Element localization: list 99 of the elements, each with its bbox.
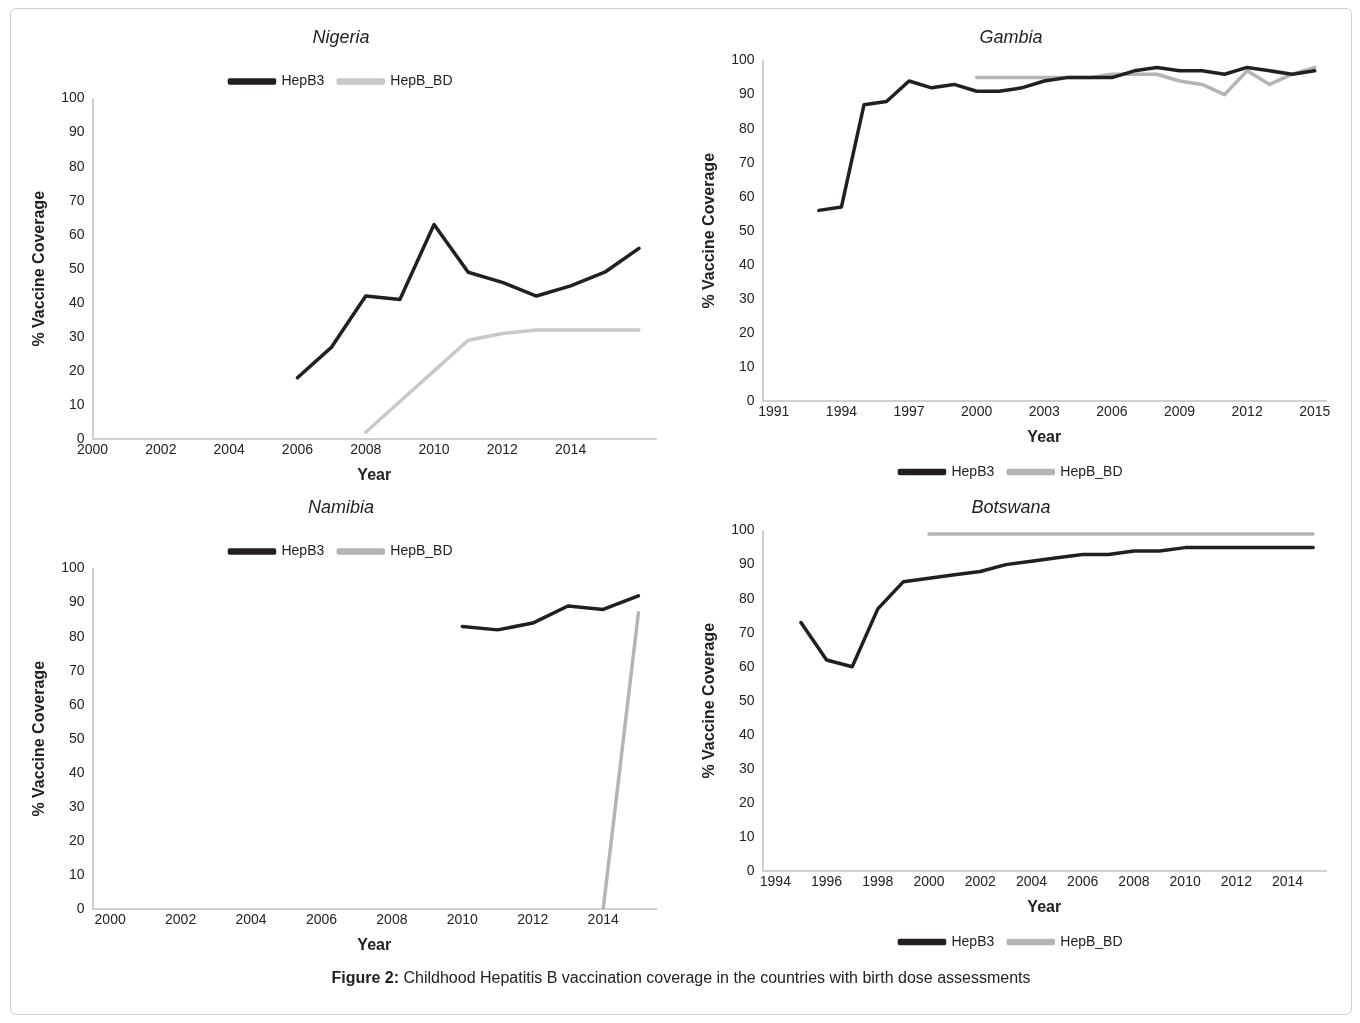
y-tick-label: 10 — [738, 357, 755, 374]
y-tick-label: 0 — [746, 391, 755, 408]
x-tick-label: 1998 — [862, 873, 894, 890]
y-tick-label: 100 — [731, 51, 755, 68]
y-tick-label: 60 — [738, 657, 755, 674]
y-tick-label: 40 — [738, 725, 755, 742]
y-tick-label: 70 — [68, 661, 85, 678]
legend-label: HepB3 — [951, 462, 995, 479]
y-tick-label: 40 — [738, 255, 755, 272]
y-tick-label: 90 — [738, 555, 755, 572]
y-tick-label: 0 — [76, 899, 85, 916]
x-tick-label: 2010 — [446, 911, 479, 928]
y-tick-label: 60 — [68, 695, 85, 712]
y-tick-label: 40 — [68, 763, 85, 780]
y-tick-label: 80 — [738, 119, 755, 136]
x-tick-label: 2012 — [1220, 873, 1253, 890]
y-tick-label: 10 — [68, 865, 85, 882]
y-tick-label: 20 — [68, 361, 85, 378]
x-tick-label: 2002 — [964, 873, 997, 890]
y-axis-title: % Vaccine Coverage — [30, 660, 48, 817]
x-axis-title: Year — [1027, 897, 1062, 915]
x-tick-label: 2003 — [1028, 403, 1061, 420]
y-tick-label: 90 — [68, 593, 85, 610]
y-tick-label: 10 — [68, 395, 85, 412]
x-tick-label: 2000 — [94, 911, 126, 928]
x-tick-label: 2006 — [305, 911, 338, 928]
y-tick-label: 30 — [738, 289, 755, 306]
x-tick-label: 1997 — [893, 403, 925, 420]
y-axis-title: % Vaccine Coverage — [30, 190, 48, 347]
y-tick-label: 30 — [738, 759, 755, 776]
y-tick-label: 20 — [738, 793, 755, 810]
y-tick-label: 30 — [68, 797, 85, 814]
y-tick-label: 70 — [738, 623, 755, 640]
x-tick-label: 1996 — [811, 873, 843, 890]
y-axis-title: % Vaccine Coverage — [700, 152, 718, 309]
y-tick-label: 50 — [68, 729, 85, 746]
x-tick-label: 2008 — [1118, 873, 1150, 890]
chart-title: Botswana — [971, 496, 1051, 517]
y-tick-label: 50 — [738, 221, 755, 238]
y-tick-label: 80 — [68, 627, 85, 644]
legend-label: HepB3 — [281, 72, 325, 89]
chart-title: Nigeria — [312, 26, 370, 47]
x-tick-label: 2006 — [281, 441, 314, 458]
x-axis-title: Year — [1027, 427, 1062, 445]
legend-label: HepB_BD — [1060, 462, 1123, 479]
x-tick-label: 1991 — [758, 403, 790, 420]
x-tick-label: 2006 — [1067, 873, 1099, 890]
y-tick-label: 70 — [68, 191, 85, 208]
y-tick-label: 50 — [738, 691, 755, 708]
x-axis-title: Year — [357, 465, 392, 483]
y-tick-label: 100 — [61, 89, 85, 106]
y-tick-label: 100 — [731, 521, 755, 538]
chart-title: Gambia — [979, 26, 1043, 47]
x-tick-label: 2006 — [1096, 403, 1128, 420]
y-tick-label: 70 — [738, 153, 755, 170]
y-tick-label: 60 — [68, 225, 85, 242]
y-tick-label: 10 — [738, 827, 755, 844]
legend-label: HepB_BD — [390, 72, 453, 89]
x-tick-label: 2012 — [486, 441, 519, 458]
x-tick-label: 2010 — [1169, 873, 1201, 890]
x-axis-title: Year — [357, 935, 392, 953]
y-tick-label: 50 — [68, 259, 85, 276]
legend-label: HepB3 — [951, 932, 995, 949]
chart-title: Namibia — [307, 496, 375, 517]
x-tick-label: 1994 — [759, 873, 792, 890]
y-tick-label: 0 — [746, 861, 755, 878]
caption: Figure 2: Childhood Hepatitis B vaccination coverage in the countries with birth dose assessments — [330, 969, 1032, 987]
x-tick-label: 2002 — [165, 911, 197, 928]
y-tick-label: 40 — [68, 293, 85, 310]
x-tick-label: 2002 — [145, 441, 177, 458]
x-tick-label: 2012 — [1231, 403, 1263, 420]
x-tick-label: 2008 — [350, 441, 382, 458]
y-tick-label: 100 — [61, 559, 85, 576]
y-tick-label: 20 — [68, 831, 85, 848]
y-tick-label: 60 — [738, 187, 755, 204]
y-axis-title: % Vaccine Coverage — [700, 622, 718, 779]
y-tick-label: 90 — [738, 85, 755, 102]
x-tick-label: 2004 — [213, 441, 245, 458]
y-tick-label: 90 — [68, 123, 85, 140]
x-tick-label: 2008 — [376, 911, 408, 928]
legend-label: HepB_BD — [390, 542, 453, 559]
y-tick-label: 20 — [738, 323, 755, 340]
y-tick-label: 80 — [738, 589, 755, 606]
x-tick-label: 2014 — [555, 441, 587, 458]
x-tick-label: 2015 — [1299, 403, 1331, 420]
y-tick-label: 80 — [68, 157, 85, 174]
x-tick-label: 2014 — [1272, 873, 1304, 890]
x-tick-label: 2010 — [418, 441, 450, 458]
y-tick-label: 30 — [68, 327, 85, 344]
x-tick-label: 2012 — [517, 911, 549, 928]
x-tick-label: 2004 — [1015, 873, 1048, 890]
x-tick-label: 2009 — [1163, 403, 1196, 420]
x-tick-label: 2014 — [587, 911, 619, 928]
legend-label: HepB3 — [281, 542, 325, 559]
x-tick-label: 1994 — [825, 403, 858, 420]
x-tick-label: 2000 — [913, 873, 945, 890]
x-tick-label: 2000 — [961, 403, 993, 420]
legend-label: HepB_BD — [1060, 932, 1123, 949]
x-tick-label: 2004 — [235, 911, 267, 928]
